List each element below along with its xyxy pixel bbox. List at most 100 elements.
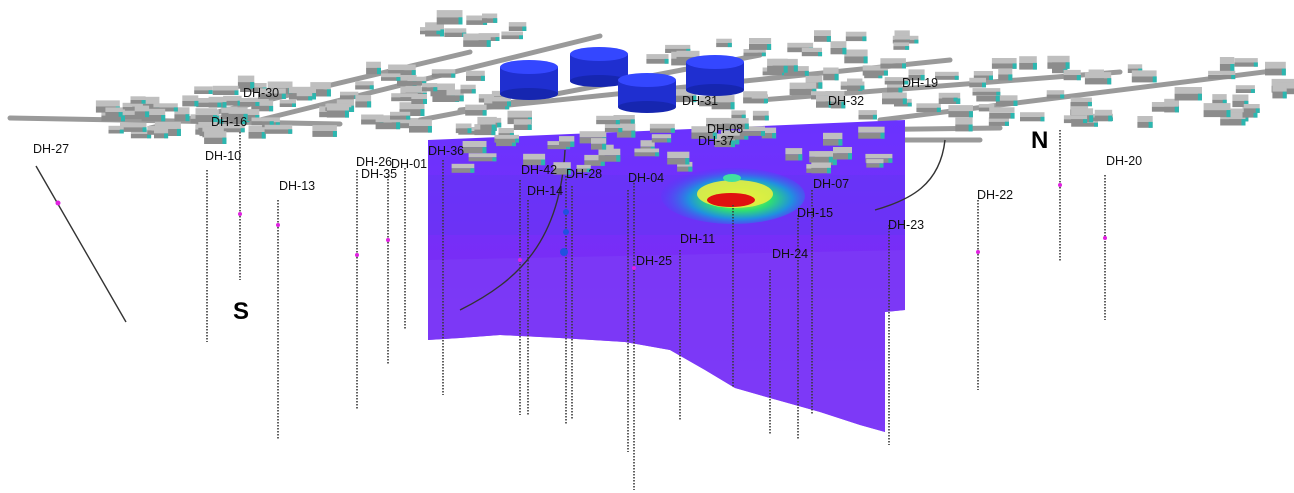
building xyxy=(411,94,427,104)
building xyxy=(1063,69,1081,81)
building xyxy=(866,159,884,168)
building xyxy=(1219,57,1235,71)
building xyxy=(258,88,286,99)
building xyxy=(508,22,527,31)
building xyxy=(596,115,620,125)
borehole-label: DH-11 xyxy=(680,232,715,246)
building xyxy=(1047,55,1070,69)
building xyxy=(326,103,349,118)
building xyxy=(1272,85,1287,99)
storage-tanks xyxy=(500,47,744,113)
building xyxy=(973,71,993,80)
building xyxy=(576,164,591,173)
building xyxy=(130,96,146,104)
building xyxy=(559,136,575,147)
building xyxy=(494,134,519,143)
section-lower-shade xyxy=(428,250,905,432)
building xyxy=(767,58,788,73)
building xyxy=(1265,61,1286,76)
north-label: N xyxy=(1031,127,1048,154)
building xyxy=(105,107,123,117)
building xyxy=(1094,109,1113,122)
building xyxy=(761,127,777,139)
borehole-label: DH-31 xyxy=(682,94,718,108)
building xyxy=(196,98,222,108)
building xyxy=(182,95,199,107)
building xyxy=(409,119,432,133)
building xyxy=(887,82,903,93)
building xyxy=(816,95,833,108)
sample-markers xyxy=(55,183,1107,270)
building xyxy=(1063,115,1088,124)
building xyxy=(989,107,1015,119)
building xyxy=(649,123,675,133)
building xyxy=(1235,85,1255,93)
building xyxy=(584,154,605,166)
borehole-label: DH-07 xyxy=(813,177,849,191)
building xyxy=(749,38,772,50)
building xyxy=(991,58,1017,69)
inclined-boreholes xyxy=(35,139,946,323)
building xyxy=(671,89,697,103)
borehole-label: DH-32 xyxy=(828,94,864,108)
building xyxy=(120,122,147,132)
building xyxy=(492,96,511,107)
building xyxy=(935,71,959,80)
building xyxy=(463,33,491,47)
building xyxy=(399,102,425,116)
building xyxy=(646,54,669,64)
building xyxy=(751,94,768,103)
plume-hotspot xyxy=(707,193,755,207)
plume-cap xyxy=(723,174,741,182)
building xyxy=(218,124,245,133)
building xyxy=(366,61,381,75)
building xyxy=(134,105,150,118)
building xyxy=(251,117,274,126)
building xyxy=(830,95,846,109)
building xyxy=(651,134,672,143)
building xyxy=(716,38,732,48)
building xyxy=(451,163,475,173)
building xyxy=(212,85,239,95)
building xyxy=(722,118,749,130)
south-label: S xyxy=(233,298,249,325)
building xyxy=(462,141,487,154)
building xyxy=(942,93,958,102)
building xyxy=(1234,58,1258,67)
borehole-label: DH-16 xyxy=(211,115,247,129)
building xyxy=(845,31,867,42)
building xyxy=(547,141,571,150)
building xyxy=(862,65,888,76)
building xyxy=(948,105,973,118)
building xyxy=(239,98,260,106)
building xyxy=(814,30,831,42)
building xyxy=(237,75,255,89)
building xyxy=(711,95,735,110)
building xyxy=(388,64,416,76)
borehole-label: DH-14 xyxy=(527,184,563,198)
borehole-label: DH-13 xyxy=(279,179,315,193)
building xyxy=(553,162,571,175)
borehole-label: DH-26 xyxy=(356,155,392,169)
building xyxy=(296,92,313,101)
building xyxy=(1243,104,1260,113)
building xyxy=(312,125,337,137)
borehole-label: DH-23 xyxy=(888,218,924,232)
borehole-labels: DH-27 DH-16 DH-10 DH-13 DH-26 DH-35 DH-0… xyxy=(33,76,1142,268)
building xyxy=(264,124,293,134)
building xyxy=(444,28,467,37)
borehole-label: DH-19 xyxy=(902,76,938,90)
building xyxy=(785,148,803,161)
building xyxy=(195,108,218,122)
building xyxy=(420,27,441,35)
storage-tank xyxy=(500,60,558,100)
building xyxy=(223,95,242,106)
building xyxy=(858,110,877,120)
borehole-label: DH-30 xyxy=(243,86,279,100)
building xyxy=(194,86,213,94)
building xyxy=(616,123,636,138)
building xyxy=(422,83,438,92)
building xyxy=(739,126,765,136)
building xyxy=(995,95,1018,106)
